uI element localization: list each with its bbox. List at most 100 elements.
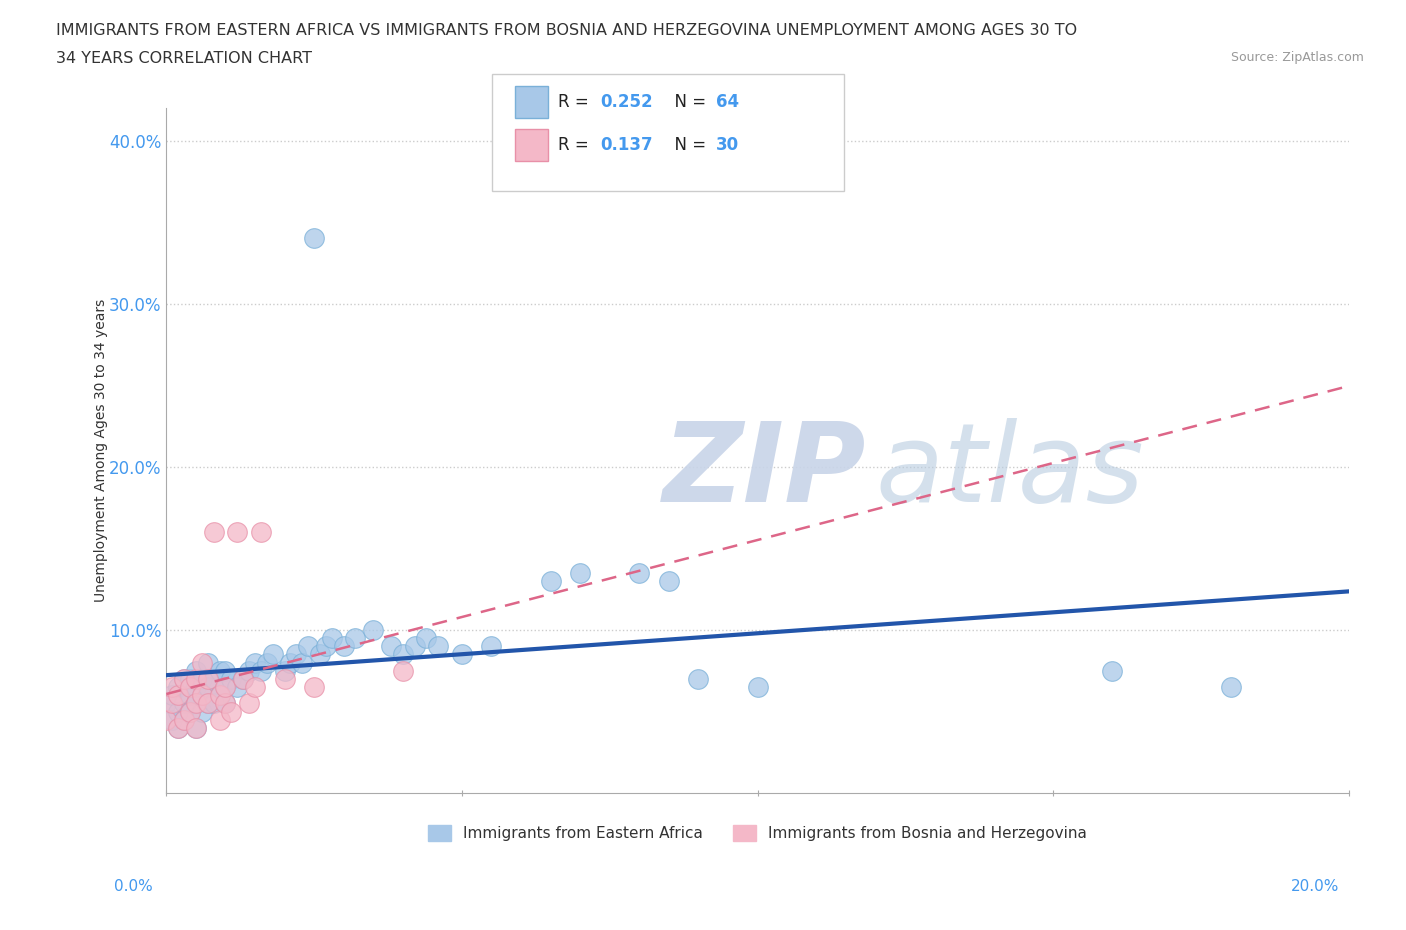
Point: [332, 639, 354, 654]
Point: [221, 671, 243, 686]
Point: [321, 631, 343, 645]
Point: [208, 663, 231, 678]
Point: [184, 663, 207, 678]
Point: [309, 647, 332, 662]
Point: [173, 671, 195, 686]
Text: R =: R =: [558, 136, 595, 154]
Point: [197, 655, 219, 670]
Point: [256, 655, 278, 670]
Point: [226, 680, 249, 695]
Point: [202, 696, 225, 711]
Point: [315, 639, 337, 654]
Point: [197, 680, 219, 695]
Point: [1219, 680, 1241, 695]
Point: [208, 712, 231, 727]
Point: [173, 712, 195, 727]
Point: [262, 647, 284, 662]
Text: 34 YEARS CORRELATION CHART: 34 YEARS CORRELATION CHART: [56, 51, 312, 66]
Point: [179, 704, 201, 719]
Point: [179, 671, 201, 686]
Text: 30: 30: [716, 136, 738, 154]
Point: [238, 663, 260, 678]
Text: 0.0%: 0.0%: [114, 879, 153, 894]
Point: [173, 712, 195, 727]
Point: [191, 688, 214, 703]
Point: [184, 680, 207, 695]
Point: [404, 639, 426, 654]
Point: [214, 663, 236, 678]
Point: [232, 671, 254, 686]
Point: [160, 696, 183, 711]
Text: Unemployment Among Ages 30 to 34 years: Unemployment Among Ages 30 to 34 years: [94, 299, 108, 602]
Point: [184, 721, 207, 736]
Point: [184, 696, 207, 711]
Text: 0.137: 0.137: [600, 136, 652, 154]
Point: [273, 671, 295, 686]
Point: [184, 721, 207, 736]
Point: [214, 680, 236, 695]
Point: [391, 663, 413, 678]
Point: [167, 680, 190, 695]
Point: [202, 671, 225, 686]
Text: 20.0%: 20.0%: [1291, 879, 1339, 894]
Point: [173, 671, 195, 686]
Point: [291, 655, 314, 670]
Point: [179, 688, 201, 703]
Point: [540, 574, 562, 589]
Point: [179, 680, 201, 695]
Point: [747, 680, 769, 695]
Point: [250, 663, 273, 678]
Point: [273, 663, 295, 678]
Point: [232, 671, 254, 686]
Text: ZIP: ZIP: [664, 418, 866, 525]
Point: [214, 696, 236, 711]
Point: [238, 696, 260, 711]
Point: [380, 639, 402, 654]
Point: [427, 639, 450, 654]
Point: [191, 688, 214, 703]
Point: [344, 631, 367, 645]
Point: [280, 655, 302, 670]
Point: [415, 631, 437, 645]
Point: [167, 721, 190, 736]
Point: [167, 704, 190, 719]
Point: [208, 688, 231, 703]
Point: [214, 680, 236, 695]
Point: [173, 696, 195, 711]
Point: [208, 688, 231, 703]
Point: [361, 622, 384, 637]
Point: [481, 639, 503, 654]
Point: [197, 671, 219, 686]
Point: [688, 671, 710, 686]
Point: [569, 565, 592, 580]
Point: [243, 680, 266, 695]
Point: [184, 696, 207, 711]
Point: [658, 574, 681, 589]
Point: [243, 655, 266, 670]
Text: atlas: atlas: [876, 418, 1144, 525]
Point: [628, 565, 651, 580]
Text: 0.252: 0.252: [600, 93, 652, 112]
Point: [167, 721, 190, 736]
Point: [184, 671, 207, 686]
Point: [155, 696, 177, 711]
Point: [167, 688, 190, 703]
Point: [226, 525, 249, 539]
Point: [250, 525, 273, 539]
Point: [221, 704, 243, 719]
Point: [297, 639, 319, 654]
Point: [191, 704, 214, 719]
Text: IMMIGRANTS FROM EASTERN AFRICA VS IMMIGRANTS FROM BOSNIA AND HERZEGOVINA UNEMPLO: IMMIGRANTS FROM EASTERN AFRICA VS IMMIGR…: [56, 23, 1077, 38]
Point: [197, 696, 219, 711]
Point: [391, 647, 413, 662]
Point: [214, 696, 236, 711]
Text: Source: ZipAtlas.com: Source: ZipAtlas.com: [1230, 51, 1364, 64]
Point: [191, 671, 214, 686]
Point: [179, 704, 201, 719]
Point: [285, 647, 308, 662]
Point: [302, 231, 325, 246]
Point: [191, 655, 214, 670]
Point: [197, 696, 219, 711]
Legend: Immigrants from Eastern Africa, Immigrants from Bosnia and Herzegovina: Immigrants from Eastern Africa, Immigran…: [422, 819, 1094, 847]
Point: [202, 525, 225, 539]
